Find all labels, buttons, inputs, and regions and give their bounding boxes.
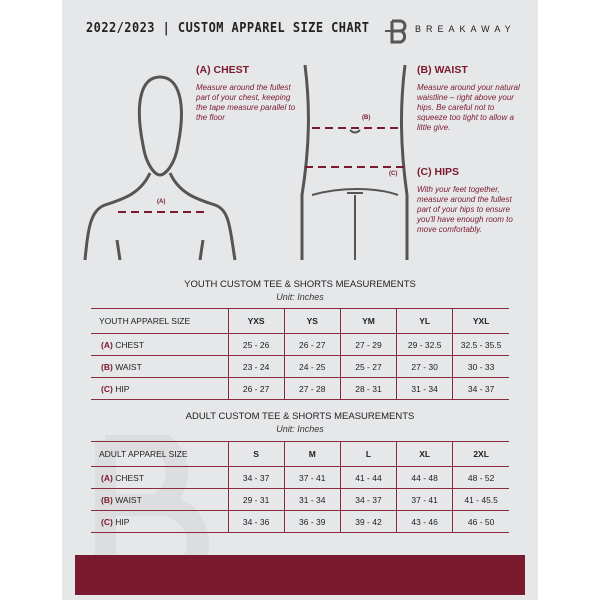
breakaway-logo-icon (385, 19, 407, 44)
hips-description: With your feet together, measure around … (417, 185, 513, 234)
youth-table-title: YOUTH CUSTOM TEE & SHORTS MEASUREMENTS (184, 279, 416, 290)
size-label: ADULT APPAREL SIZE (91, 441, 228, 467)
measure-label: (C) HIP (91, 377, 228, 400)
table-cell: 26 - 27 (227, 377, 285, 400)
measure-name: CHEST (115, 339, 144, 350)
table-cell: 25 - 27 (339, 355, 397, 378)
table-cell: 29 - 31 (227, 488, 285, 511)
measure-letter: (A) (101, 339, 113, 350)
measure-letter: (C) (101, 383, 113, 394)
table-cell: 44 - 48 (396, 466, 453, 489)
table-cell: 25 - 26 (227, 333, 285, 356)
measure-name: WAIST (115, 361, 142, 372)
footer-band (75, 555, 525, 595)
size-header: S (227, 441, 285, 467)
size-header: YL (396, 308, 453, 334)
measure-label: (A) CHEST (91, 466, 228, 489)
size-header: L (339, 441, 397, 467)
chest-marker: (A) (157, 199, 166, 205)
table-row: (A) CHEST 34 - 37 37 - 41 41 - 44 44 - 48 48 … (91, 466, 509, 489)
table-cell: 37 - 41 (396, 488, 453, 511)
table-cell: 27 - 28 (283, 377, 341, 400)
size-header: XL (396, 441, 453, 467)
table-cell: 36 - 39 (283, 510, 341, 533)
table-cell: 39 - 42 (339, 510, 397, 533)
table-cell: 41 - 44 (339, 466, 397, 489)
brand-name: BREAKAWAY (415, 24, 516, 34)
chest-description: Measure around the fullest part of your … (196, 83, 296, 122)
table-row: (C) HIP 26 - 27 27 - 28 28 - 31 31 - 34 34 - … (91, 377, 509, 400)
measure-name: HIP (115, 383, 130, 394)
table-cell: 34 - 37 (339, 488, 397, 511)
table-cell: 32.5 - 35.5 (452, 333, 509, 356)
table-header-row: YOUTH APPAREL SIZE YXS YS YM YL YXL (91, 308, 509, 334)
table-cell: 30 - 33 (452, 355, 509, 378)
table-cell: 26 - 27 (283, 333, 341, 356)
size-header: YXL (452, 308, 509, 334)
table-row: (C) HIP 34 - 36 36 - 39 39 - 42 43 - 46 46 - … (91, 510, 509, 533)
page-title: 2022/2023 | CUSTOM APPAREL SIZE CHART (86, 21, 370, 36)
size-header: M (283, 441, 341, 467)
measure-letter: (C) (101, 516, 113, 527)
measure-name: WAIST (115, 494, 142, 505)
table-cell: 29 - 32.5 (396, 333, 453, 356)
hips-marker: (C) (389, 171, 398, 177)
waist-marker: (B) (362, 115, 371, 121)
table-cell: 31 - 34 (283, 488, 341, 511)
hips-heading: (C) HIPS (417, 166, 459, 178)
adult-table-title: ADULT CUSTOM TEE & SHORTS MEASUREMENTS (185, 411, 415, 422)
table-cell: 24 - 25 (283, 355, 341, 378)
table-cell: 34 - 37 (227, 466, 285, 489)
table-cell: 46 - 50 (452, 510, 509, 533)
table-row: (A) CHEST 25 - 26 26 - 27 27 - 29 29 - 32.5 3… (91, 333, 509, 356)
size-header: 2XL (452, 441, 509, 467)
waist-description: Measure around your natural waistline – … (417, 83, 520, 132)
table-cell: 34 - 37 (452, 377, 509, 400)
body-figures-illustration (83, 65, 409, 261)
table-cell: 28 - 31 (339, 377, 397, 400)
youth-unit: Unit: Inches (276, 292, 324, 302)
table-cell: 41 - 45.5 (452, 488, 509, 511)
table-cell: 31 - 34 (396, 377, 453, 400)
size-header: YS (283, 308, 341, 334)
table-cell: 23 - 24 (227, 355, 285, 378)
measure-label: (B) WAIST (91, 355, 228, 378)
size-header: YXS (227, 308, 285, 334)
table-header-row: ADULT APPAREL SIZE S M L XL 2XL (91, 441, 509, 467)
measure-letter: (B) (101, 361, 113, 372)
measure-letter: (A) (101, 472, 113, 483)
measure-name: HIP (115, 516, 130, 527)
chest-heading: (A) CHEST (196, 64, 250, 76)
table-row: (B) WAIST 29 - 31 31 - 34 34 - 37 37 - 41 41 … (91, 488, 509, 511)
adult-size-table: ADULT APPAREL SIZE S M L XL 2XL (A) CHEST 34 - … (91, 441, 509, 533)
table-row: (B) WAIST 23 - 24 24 - 25 25 - 27 27 - 30 30 … (91, 355, 509, 378)
measure-letter: (B) (101, 494, 113, 505)
table-cell: 48 - 52 (452, 466, 509, 489)
measure-label: (C) HIP (91, 510, 228, 533)
table-cell: 37 - 41 (283, 466, 341, 489)
table-cell: 34 - 36 (227, 510, 285, 533)
table-cell: 27 - 30 (396, 355, 453, 378)
waist-heading: (B) WAIST (417, 64, 468, 76)
table-cell: 43 - 46 (396, 510, 453, 533)
youth-size-table: YOUTH APPAREL SIZE YXS YS YM YL YXL (A) CHEST 2… (91, 308, 509, 400)
adult-unit: Unit: Inches (276, 424, 324, 434)
size-label: YOUTH APPAREL SIZE (91, 308, 228, 334)
measure-name: CHEST (115, 472, 144, 483)
size-header: YM (339, 308, 397, 334)
measure-label: (A) CHEST (91, 333, 228, 356)
measure-label: (B) WAIST (91, 488, 228, 511)
table-cell: 27 - 29 (339, 333, 397, 356)
